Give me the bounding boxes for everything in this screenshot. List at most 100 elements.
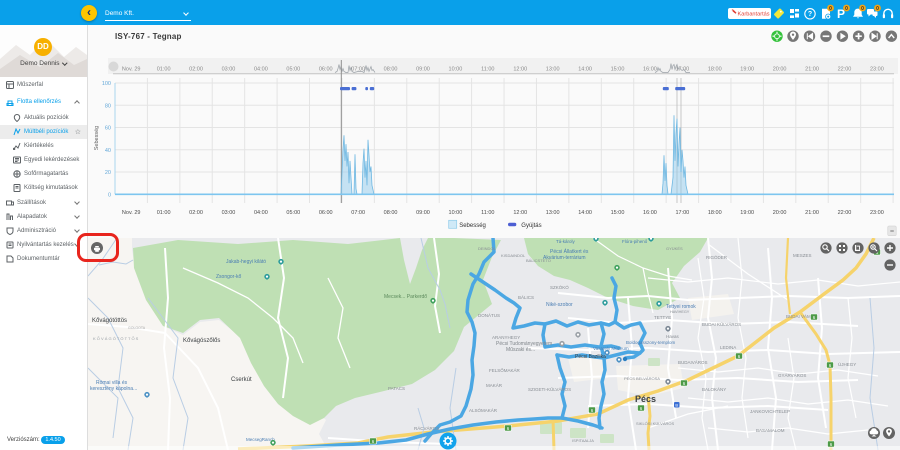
svg-text:08:00: 08:00 [384,210,398,216]
svg-text:Nov. 29: Nov. 29 [122,210,141,216]
svg-text:6: 6 [640,406,643,411]
svg-text:09:00: 09:00 [416,210,430,216]
svg-text:Kővágószőlős: Kővágószőlős [183,338,220,344]
svg-text:K Ő V Á G Ó T Ö T T Ő S: K Ő V Á G Ó T Ö T T Ő S [93,336,139,341]
svg-text:Zsongor-kő: Zsongor-kő [216,274,242,280]
svg-text:03:00: 03:00 [222,67,236,73]
svg-text:23:00: 23:00 [870,210,884,216]
svg-text:19:00: 19:00 [740,210,754,216]
svg-text:15:00: 15:00 [611,67,625,73]
svg-text:RÁCVÁROS: RÁCVÁROS [414,425,439,431]
svg-text:23:00: 23:00 [870,67,884,73]
svg-text:MecsegRanch: MecsegRanch [246,437,275,442]
svg-text:03:00: 03:00 [222,210,236,216]
svg-text:17:00: 17:00 [675,67,689,73]
svg-text:09:00: 09:00 [416,67,430,73]
svg-text:11:00: 11:00 [481,67,494,73]
svg-text:6: 6 [507,426,510,431]
svg-text:FELSŐMAKÁR: FELSŐMAKÁR [489,367,521,373]
svg-text:Pécsi Tudományegyetem: Pécsi Tudományegyetem [496,341,552,347]
svg-text:100: 100 [102,81,111,87]
svg-text:Boldogasszony-templom: Boldogasszony-templom [626,340,676,345]
svg-text:BUDAI VÁM: BUDAI VÁM [786,313,811,319]
svg-text:18:00: 18:00 [708,210,722,216]
svg-text:Sebesség: Sebesség [94,126,100,150]
svg-text:80: 80 [105,103,111,109]
svg-text:0: 0 [876,6,879,12]
svg-text:Vasarely Múzeum: Vasarely Múzeum [593,346,629,351]
svg-text:0: 0 [861,6,864,12]
svg-text:Mecsek... Parkerdő: Mecsek... Parkerdő [384,294,427,300]
svg-text:20:00: 20:00 [773,67,787,73]
svg-text:07:00: 07:00 [351,210,365,216]
svg-text:10:00: 10:00 [449,67,463,73]
svg-text:40: 40 [105,148,111,154]
svg-text:21:00: 21:00 [805,210,819,216]
svg-text:13:00: 13:00 [546,210,560,216]
svg-text:6: 6 [830,442,833,447]
svg-text:Műszaki és...: Műszaki és... [506,347,535,353]
svg-text:6: 6 [813,315,816,320]
svg-text:BALOKÁNY: BALOKÁNY [702,386,726,392]
svg-text:6: 6 [683,381,686,386]
svg-text:16:00: 16:00 [643,210,657,216]
svg-text:Nov. 29: Nov. 29 [122,67,141,73]
svg-text:0: 0 [845,6,848,12]
svg-text:19:00: 19:00 [740,67,754,73]
svg-text:Sebesség: Sebesség [459,223,486,229]
svg-text:14:00: 14:00 [578,67,592,73]
svg-text:P: P [837,7,845,21]
svg-text:SIKLÓSI KÜLVÁROS: SIKLÓSI KÜLVÁROS [636,421,674,426]
svg-text:11:00: 11:00 [481,210,494,216]
svg-text:DONÁTUS: DONÁTUS [478,312,500,318]
svg-text:04:00: 04:00 [254,67,268,73]
svg-text:13:00: 13:00 [546,67,560,73]
svg-text:GYÁRVÁROS: GYÁRVÁROS [778,372,806,378]
svg-text:Jakab-hegyi kilátó: Jakab-hegyi kilátó [226,259,266,265]
svg-text:22:00: 22:00 [838,67,852,73]
svg-text:02:00: 02:00 [189,67,203,73]
svg-text:Karbantartás: Karbantartás [738,12,770,18]
svg-text:04:00: 04:00 [254,210,268,216]
svg-text:Havas: Havas [666,334,680,339]
svg-text:Flóra-pihenő: Flóra-pihenő [622,239,648,244]
svg-text:05:00: 05:00 [286,67,300,73]
svg-text:BUDAI KÜLVÁROS: BUDAI KÜLVÁROS [702,321,741,327]
svg-text:JANKOVICHTELEP: JANKOVICHTELEP [750,409,790,414]
svg-text:22:00: 22:00 [838,210,852,216]
svg-text:Pécs: Pécs [635,394,656,404]
svg-text:MESZES: MESZES [793,253,812,258]
svg-text:07:00: 07:00 [351,67,365,73]
svg-text:6: 6 [738,354,741,359]
svg-text:17:00: 17:00 [675,210,689,216]
svg-text:16:00: 16:00 [643,67,657,73]
svg-text:02:00: 02:00 [189,210,203,216]
svg-text:TETTYE: TETTYE [654,315,671,320]
svg-text:18:00: 18:00 [708,67,722,73]
svg-text:05:00: 05:00 [286,210,300,216]
svg-text:BASAMALOM: BASAMALOM [756,428,785,433]
svg-text:20:00: 20:00 [773,210,787,216]
svg-text:6: 6 [591,408,594,413]
svg-text:ÚJHEGY: ÚJHEGY [838,361,856,367]
svg-text:Gyújtás: Gyújtás [521,223,541,229]
svg-text:HAVIHEGY: HAVIHEGY [670,310,690,314]
svg-text:DEINDOL: DEINDOL [478,246,497,251]
svg-text:08:00: 08:00 [384,67,398,73]
svg-text:Pécsi Állatkert és: Pécsi Állatkert és [550,248,589,255]
svg-text:KISDAINDOL: KISDAINDOL [501,253,526,258]
svg-text:Tettyei romok: Tettyei romok [666,304,696,310]
svg-text:BÁLICS: BÁLICS [518,294,534,300]
svg-text:ALSÓMAKÁR: ALSÓMAKÁR [469,407,498,413]
svg-text:GOLGOTA: GOLGOTA [128,326,146,330]
svg-text:ISPITAALJA: ISPITAALJA [572,438,594,443]
svg-text:Niké-szobor: Niké-szobor [546,302,573,308]
svg-text:LEDINA: LEDINA [720,345,736,350]
svg-text:14:00: 14:00 [578,210,592,216]
svg-text:Akvárium-terrárium: Akvárium-terrárium [543,255,586,261]
svg-text:?: ? [808,11,812,18]
svg-text:SZIGETI-KÜLVÁROS: SZIGETI-KÜLVÁROS [528,386,571,392]
svg-text:15:00: 15:00 [611,210,625,216]
svg-text:06:00: 06:00 [319,210,333,216]
svg-text:0: 0 [108,192,111,198]
